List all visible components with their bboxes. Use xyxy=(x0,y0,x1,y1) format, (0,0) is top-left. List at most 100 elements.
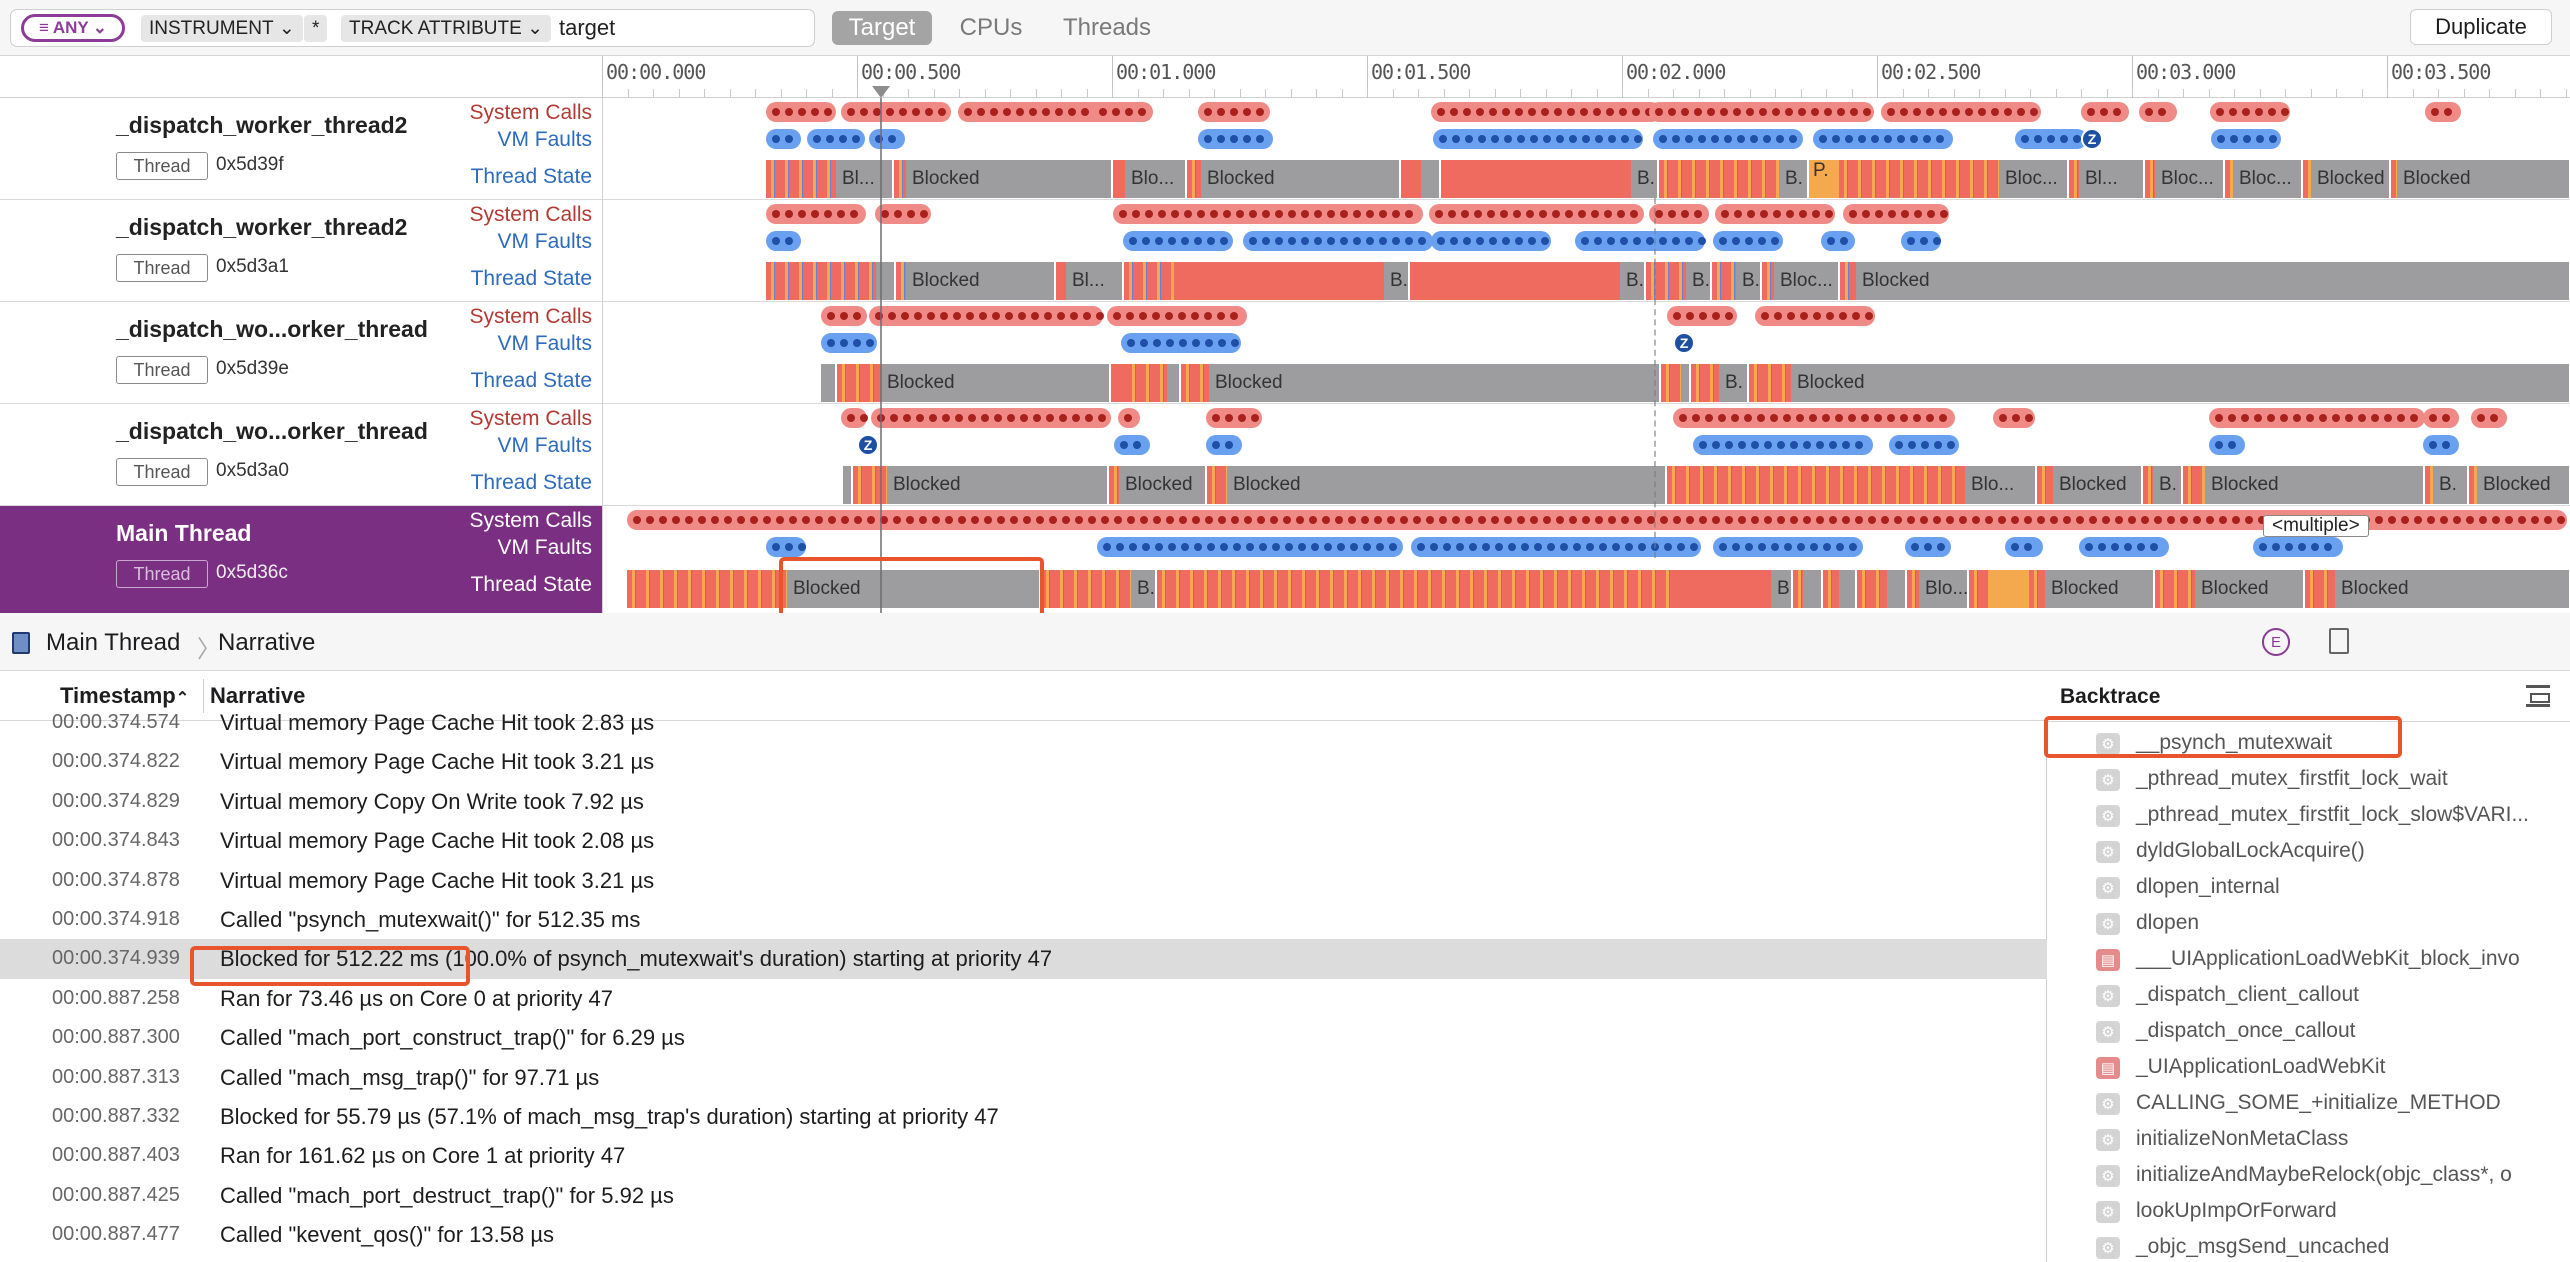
running-state[interactable] xyxy=(1969,570,1989,608)
table-row[interactable]: 00:00.374.918 Called "psynch_mutexwait()"… xyxy=(0,900,2047,940)
breadcrumb-view[interactable]: Narrative xyxy=(218,629,316,656)
running-state[interactable] xyxy=(1659,160,1779,198)
vm-fault-interval[interactable] xyxy=(1121,333,1241,353)
thread-row[interactable]: _dispatch_worker_thread2 Thread 0x5d39f … xyxy=(0,98,2570,200)
running-state[interactable] xyxy=(2029,570,2045,608)
running-state[interactable] xyxy=(1187,160,1201,198)
system-call-interval[interactable] xyxy=(871,408,1111,428)
vm-fault-interval[interactable] xyxy=(1713,231,1783,251)
vm-fault-interval[interactable] xyxy=(1198,129,1273,149)
vm-fault-interval[interactable] xyxy=(1433,129,1643,149)
column-divider[interactable] xyxy=(203,679,204,713)
breadcrumb-thread[interactable]: Main Thread xyxy=(46,629,181,656)
thread-timeline[interactable]: <multiple> Blocked B. B. xyxy=(602,506,2570,613)
blocked-state[interactable]: B. xyxy=(1719,364,1749,402)
blocked-state[interactable] xyxy=(1167,364,1181,402)
vm-fault-interval[interactable] xyxy=(1821,231,1855,251)
blocked-state[interactable]: Blocked xyxy=(906,160,1113,198)
running-state[interactable] xyxy=(1041,570,1131,608)
system-call-interval[interactable] xyxy=(766,102,836,122)
system-call-interval[interactable] xyxy=(1107,306,1247,326)
blocked-state[interactable]: Blocked xyxy=(881,364,1111,402)
system-call-interval[interactable] xyxy=(1667,306,1737,326)
collapse-icon[interactable] xyxy=(2526,685,2550,707)
system-call-interval[interactable] xyxy=(2471,408,2507,428)
blocked-state[interactable]: Blocked xyxy=(1856,262,2570,300)
blocked-state[interactable] xyxy=(1803,570,1823,608)
running-state[interactable] xyxy=(1113,160,1125,198)
blocked-state[interactable]: B. xyxy=(1736,262,1762,300)
system-call-interval[interactable] xyxy=(2210,102,2290,122)
table-row[interactable]: 00:00.887.477 Called "kevent_qos()" for 1… xyxy=(0,1215,2047,1255)
column-header-timestamp[interactable]: Timestamp⌃ xyxy=(60,683,189,709)
track-attribute-token[interactable]: TRACK ATTRIBUTE ⌄ xyxy=(341,15,551,42)
backtrace-frame[interactable]: ⚙ initializeNonMetaClass xyxy=(2048,1121,2570,1157)
running-state[interactable] xyxy=(1181,364,1209,402)
running-state[interactable] xyxy=(894,160,906,198)
running-state[interactable] xyxy=(1441,160,1631,198)
table-row[interactable]: 00:00.887.313 Called "mach_msg_trap()" fo… xyxy=(0,1058,2047,1098)
vm-fault-interval[interactable] xyxy=(1431,231,1551,251)
table-row[interactable]: 00:00.374.843 Virtual memory Page Cache H… xyxy=(0,821,2047,861)
vm-fault-interval[interactable] xyxy=(2209,435,2245,455)
column-header-narrative[interactable]: Narrative xyxy=(210,683,306,708)
vm-fault-interval[interactable] xyxy=(2015,129,2087,149)
system-call-interval[interactable] xyxy=(766,204,866,224)
running-state[interactable] xyxy=(1667,466,1965,504)
table-row[interactable]: 00:00.374.829 Virtual memory Copy On Writ… xyxy=(0,782,2047,822)
vm-fault-interval[interactable] xyxy=(766,231,801,251)
system-call-interval[interactable] xyxy=(1113,204,1423,224)
main-thread-row[interactable]: Main Thread Thread 0x5d36c System Calls … xyxy=(0,506,2570,613)
blocked-state[interactable]: B. xyxy=(1620,262,1646,300)
system-call-interval[interactable] xyxy=(1118,408,1140,428)
running-state[interactable] xyxy=(1823,570,1839,608)
backtrace-frame[interactable]: ⚙ _dispatch_client_callout xyxy=(2048,977,2570,1013)
system-call-interval[interactable] xyxy=(1093,102,1153,122)
table-row[interactable]: 00:00.887.300 Called "mach_port_construct… xyxy=(0,1018,2047,1058)
blocked-state[interactable]: Bloc... xyxy=(2233,160,2303,198)
system-call-interval[interactable] xyxy=(1673,408,1955,428)
blocked-state[interactable]: Blocked xyxy=(2205,466,2425,504)
blocked-state[interactable]: B. xyxy=(1686,262,1712,300)
scope-threads-button[interactable]: Threads xyxy=(1062,14,1152,41)
blocked-state[interactable]: Blocked xyxy=(2335,570,2570,608)
backtrace-frame[interactable]: ⚙ __psynch_mutexwait xyxy=(2048,725,2570,761)
running-state[interactable] xyxy=(1839,160,1999,198)
blocked-state[interactable]: Bloc... xyxy=(1774,262,1840,300)
running-state[interactable] xyxy=(1127,364,1167,402)
vm-fault-interval[interactable] xyxy=(1901,231,1941,251)
vm-fault-interval[interactable] xyxy=(1206,435,1242,455)
running-state[interactable] xyxy=(2469,466,2477,504)
backtrace-frame[interactable]: ⚙ dyldGlobalLockAcquire() xyxy=(2048,833,2570,869)
blocked-state[interactable]: Bl... xyxy=(2079,160,2145,198)
running-state[interactable] xyxy=(1646,262,1686,300)
blocked-state[interactable]: B. xyxy=(1631,160,1659,198)
blocked-state[interactable]: Blocked xyxy=(1201,160,1401,198)
system-call-interval[interactable] xyxy=(2209,408,2425,428)
running-state[interactable] xyxy=(1157,570,1671,608)
running-state[interactable] xyxy=(1207,466,1227,504)
vm-fault-interval[interactable] xyxy=(1411,537,1701,557)
duplicate-button[interactable]: Duplicate xyxy=(2410,9,2552,45)
backtrace-frame[interactable]: ⚙ dlopen_internal xyxy=(2048,869,2570,905)
running-state[interactable] xyxy=(2305,570,2335,608)
running-state[interactable] xyxy=(1749,364,1791,402)
running-state[interactable] xyxy=(2145,160,2155,198)
blocked-state[interactable]: Blo... xyxy=(1965,466,2037,504)
system-call-interval[interactable] xyxy=(2423,408,2459,428)
blocked-state[interactable]: Bloc... xyxy=(1999,160,2069,198)
system-call-interval[interactable] xyxy=(1649,102,1874,122)
running-state[interactable] xyxy=(2225,160,2233,198)
running-state[interactable] xyxy=(1401,160,1421,198)
blocked-state[interactable]: Blocked xyxy=(2477,466,2570,504)
table-row[interactable]: 00:00.887.425 Called "mach_port_destruct_… xyxy=(0,1176,2047,1216)
blocked-state[interactable] xyxy=(876,262,896,300)
blocked-state[interactable]: B. xyxy=(1384,262,1410,300)
blocked-state[interactable]: Blocked xyxy=(2311,160,2391,198)
running-state[interactable] xyxy=(896,262,906,300)
blocked-state[interactable]: Blocked xyxy=(2397,160,2570,198)
system-call-interval[interactable] xyxy=(2081,102,2129,122)
system-call-interval[interactable] xyxy=(821,306,867,326)
thread-row[interactable]: _dispatch_wo...orker_thread Thread 0x5d3… xyxy=(0,404,2570,506)
running-state[interactable] xyxy=(1056,262,1066,300)
